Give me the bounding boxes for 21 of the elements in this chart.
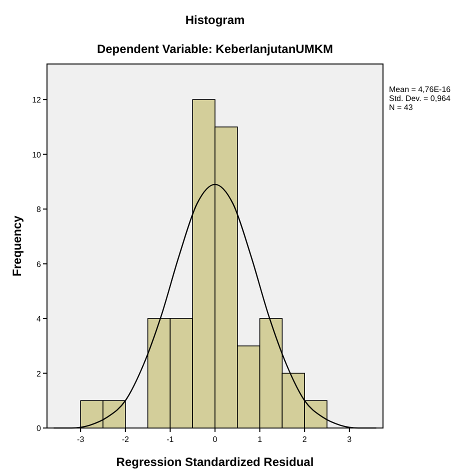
chart-subtitle: Dependent Variable: KeberlanjutanUMKM: [96, 42, 334, 56]
text: Std. Dev. = 0,964: [389, 94, 451, 103]
x-tick-label: 3: [347, 435, 352, 444]
chart-title: Histogram: [185, 13, 245, 27]
x-tick-label: 2: [302, 435, 308, 444]
y-axis-title: Frequency: [10, 215, 24, 276]
x-tick-label: 0: [212, 435, 218, 444]
x-tick-label: -2: [122, 435, 130, 444]
x-tick-label: -1: [166, 435, 174, 444]
text: N = 43: [389, 103, 414, 112]
y-tick-label: 10: [32, 150, 42, 160]
y-tick-label: 2: [36, 369, 42, 378]
text: Mean = 4,76E-16: [389, 85, 452, 94]
y-tick-label: 4: [36, 314, 42, 324]
y-tick-label: 6: [36, 260, 42, 269]
y-tick-label: 12: [32, 96, 42, 105]
x-tick-label: 1: [258, 435, 263, 444]
x-tick-label: -3: [77, 435, 85, 444]
x-axis-title: Regression Standardized Residual: [116, 455, 314, 469]
y-tick-label: 0: [36, 424, 42, 433]
y-tick-label: 8: [36, 205, 42, 214]
